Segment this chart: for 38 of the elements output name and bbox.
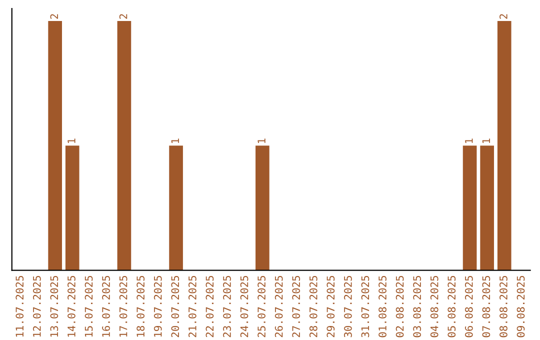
- x-tick-label: 01.08.2025: [378, 276, 386, 338]
- x-tick-label: 31.07.2025: [361, 276, 370, 338]
- x-tick-label: 30.07.2025: [344, 276, 352, 338]
- data-label: 1: [258, 138, 266, 143]
- data-label: 1: [171, 138, 179, 143]
- x-tick-label: 09.08.2025: [516, 276, 525, 338]
- data-label: 1: [465, 138, 473, 143]
- x-tick-label: 22.07.2025: [206, 276, 214, 338]
- x-tick-label: 06.08.2025: [464, 276, 473, 338]
- x-tick-label: 24.07.2025: [240, 276, 248, 338]
- x-tick-label: 13.07.2025: [50, 276, 58, 337]
- x-tick-label: 29.07.2025: [326, 276, 335, 338]
- x-tick-label: 27.07.2025: [292, 276, 300, 338]
- x-tick-label: 15.07.2025: [84, 276, 93, 337]
- x-tick-label: 02.08.2025: [396, 276, 404, 338]
- x-tick-label: 07.08.2025: [482, 276, 490, 338]
- x-tick-label: 05.08.2025: [448, 276, 456, 338]
- x-tick-label: 19.07.2025: [154, 276, 162, 337]
- x-tick-label: 20.07.2025: [171, 276, 180, 338]
- x-tick-label: 08.08.2025: [500, 276, 508, 338]
- x-tick-label: 21.07.2025: [188, 276, 196, 338]
- x-tick-label: 25.07.2025: [258, 276, 266, 338]
- x-tick-label: 12.07.2025: [32, 276, 41, 337]
- data-label: 2: [119, 14, 128, 19]
- x-tick-label: 26.07.2025: [274, 276, 283, 338]
- x-tick-label: 18.07.2025: [136, 276, 145, 337]
- x-tick-label: 28.07.2025: [309, 276, 318, 338]
- x-tick-label: 14.07.2025: [68, 276, 76, 337]
- x-tick-label: 11.07.2025: [16, 276, 24, 337]
- x-tick-label: 03.08.2025: [413, 276, 422, 338]
- data-label: 1: [68, 138, 76, 143]
- data-label: 1: [482, 138, 490, 143]
- x-tick-label: 23.07.2025: [223, 276, 231, 338]
- x-tick-label: 16.07.2025: [102, 276, 110, 337]
- x-tick-label: 04.08.2025: [430, 276, 438, 338]
- data-label: 2: [500, 14, 508, 19]
- data-label: 2: [50, 14, 58, 19]
- x-tick-label: 17.07.2025: [119, 276, 128, 337]
